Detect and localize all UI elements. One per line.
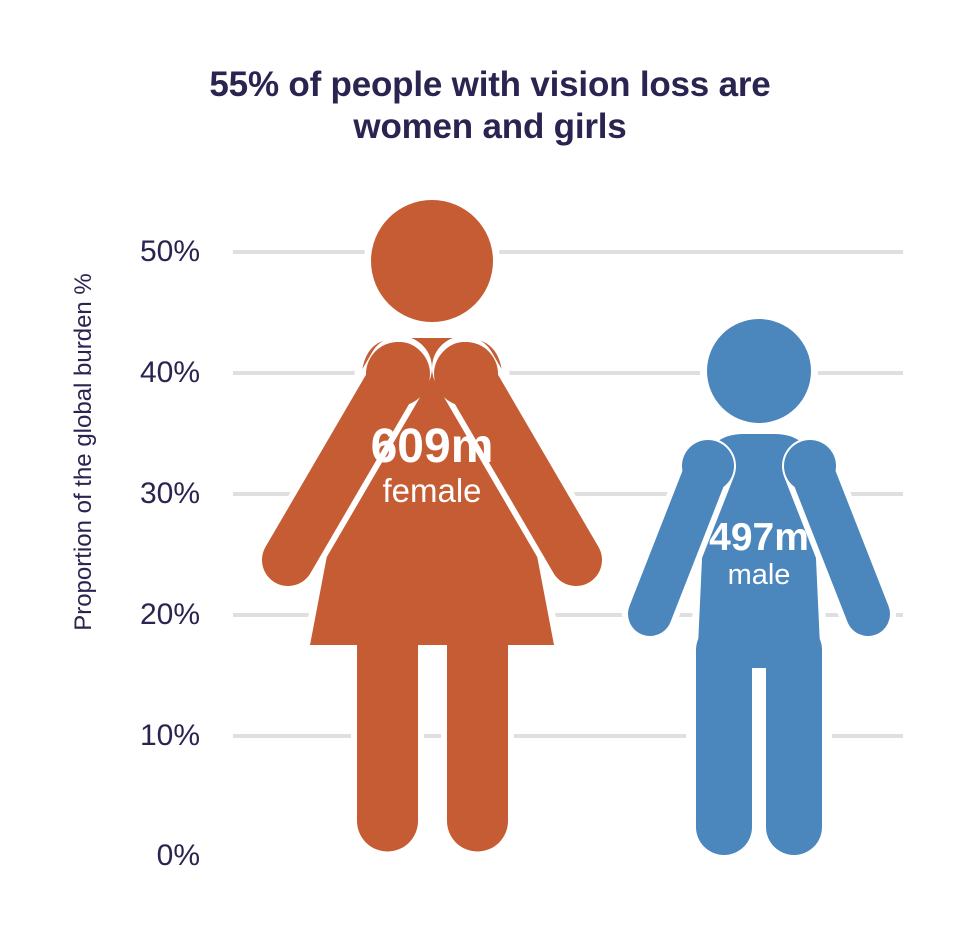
y-tick-0: 0%: [156, 839, 200, 872]
female-head: [371, 200, 493, 322]
male-legs: [696, 622, 822, 855]
y-tick-20: 20%: [139, 598, 200, 631]
female-shoulder-left: [366, 342, 430, 406]
female-label: female: [382, 472, 482, 509]
male-label: male: [727, 559, 791, 591]
y-tick-50: 50%: [139, 235, 200, 268]
male-value: 497m: [709, 516, 809, 559]
female-shoulder-right: [434, 342, 498, 406]
female-value: 609m: [370, 420, 494, 473]
male-head: [707, 319, 811, 423]
chart-title: 55% of people with vision loss are women…: [0, 64, 980, 148]
y-tick-40: 40%: [139, 356, 200, 389]
male-torso: [697, 434, 821, 668]
y-tick-30: 30%: [139, 477, 200, 510]
male-shoulder-left: [682, 440, 734, 492]
male-pictogram-icon: [622, 312, 896, 865]
male-shoulder-right: [784, 440, 836, 492]
chart-title-line2: women and girls: [353, 107, 627, 146]
male-arms: [628, 444, 890, 636]
female-pictogram-icon: [256, 193, 608, 858]
chart-title-line1: 55% of people with vision loss are: [209, 65, 771, 104]
female-legs: [357, 587, 508, 852]
y-tick-10: 10%: [139, 719, 200, 752]
